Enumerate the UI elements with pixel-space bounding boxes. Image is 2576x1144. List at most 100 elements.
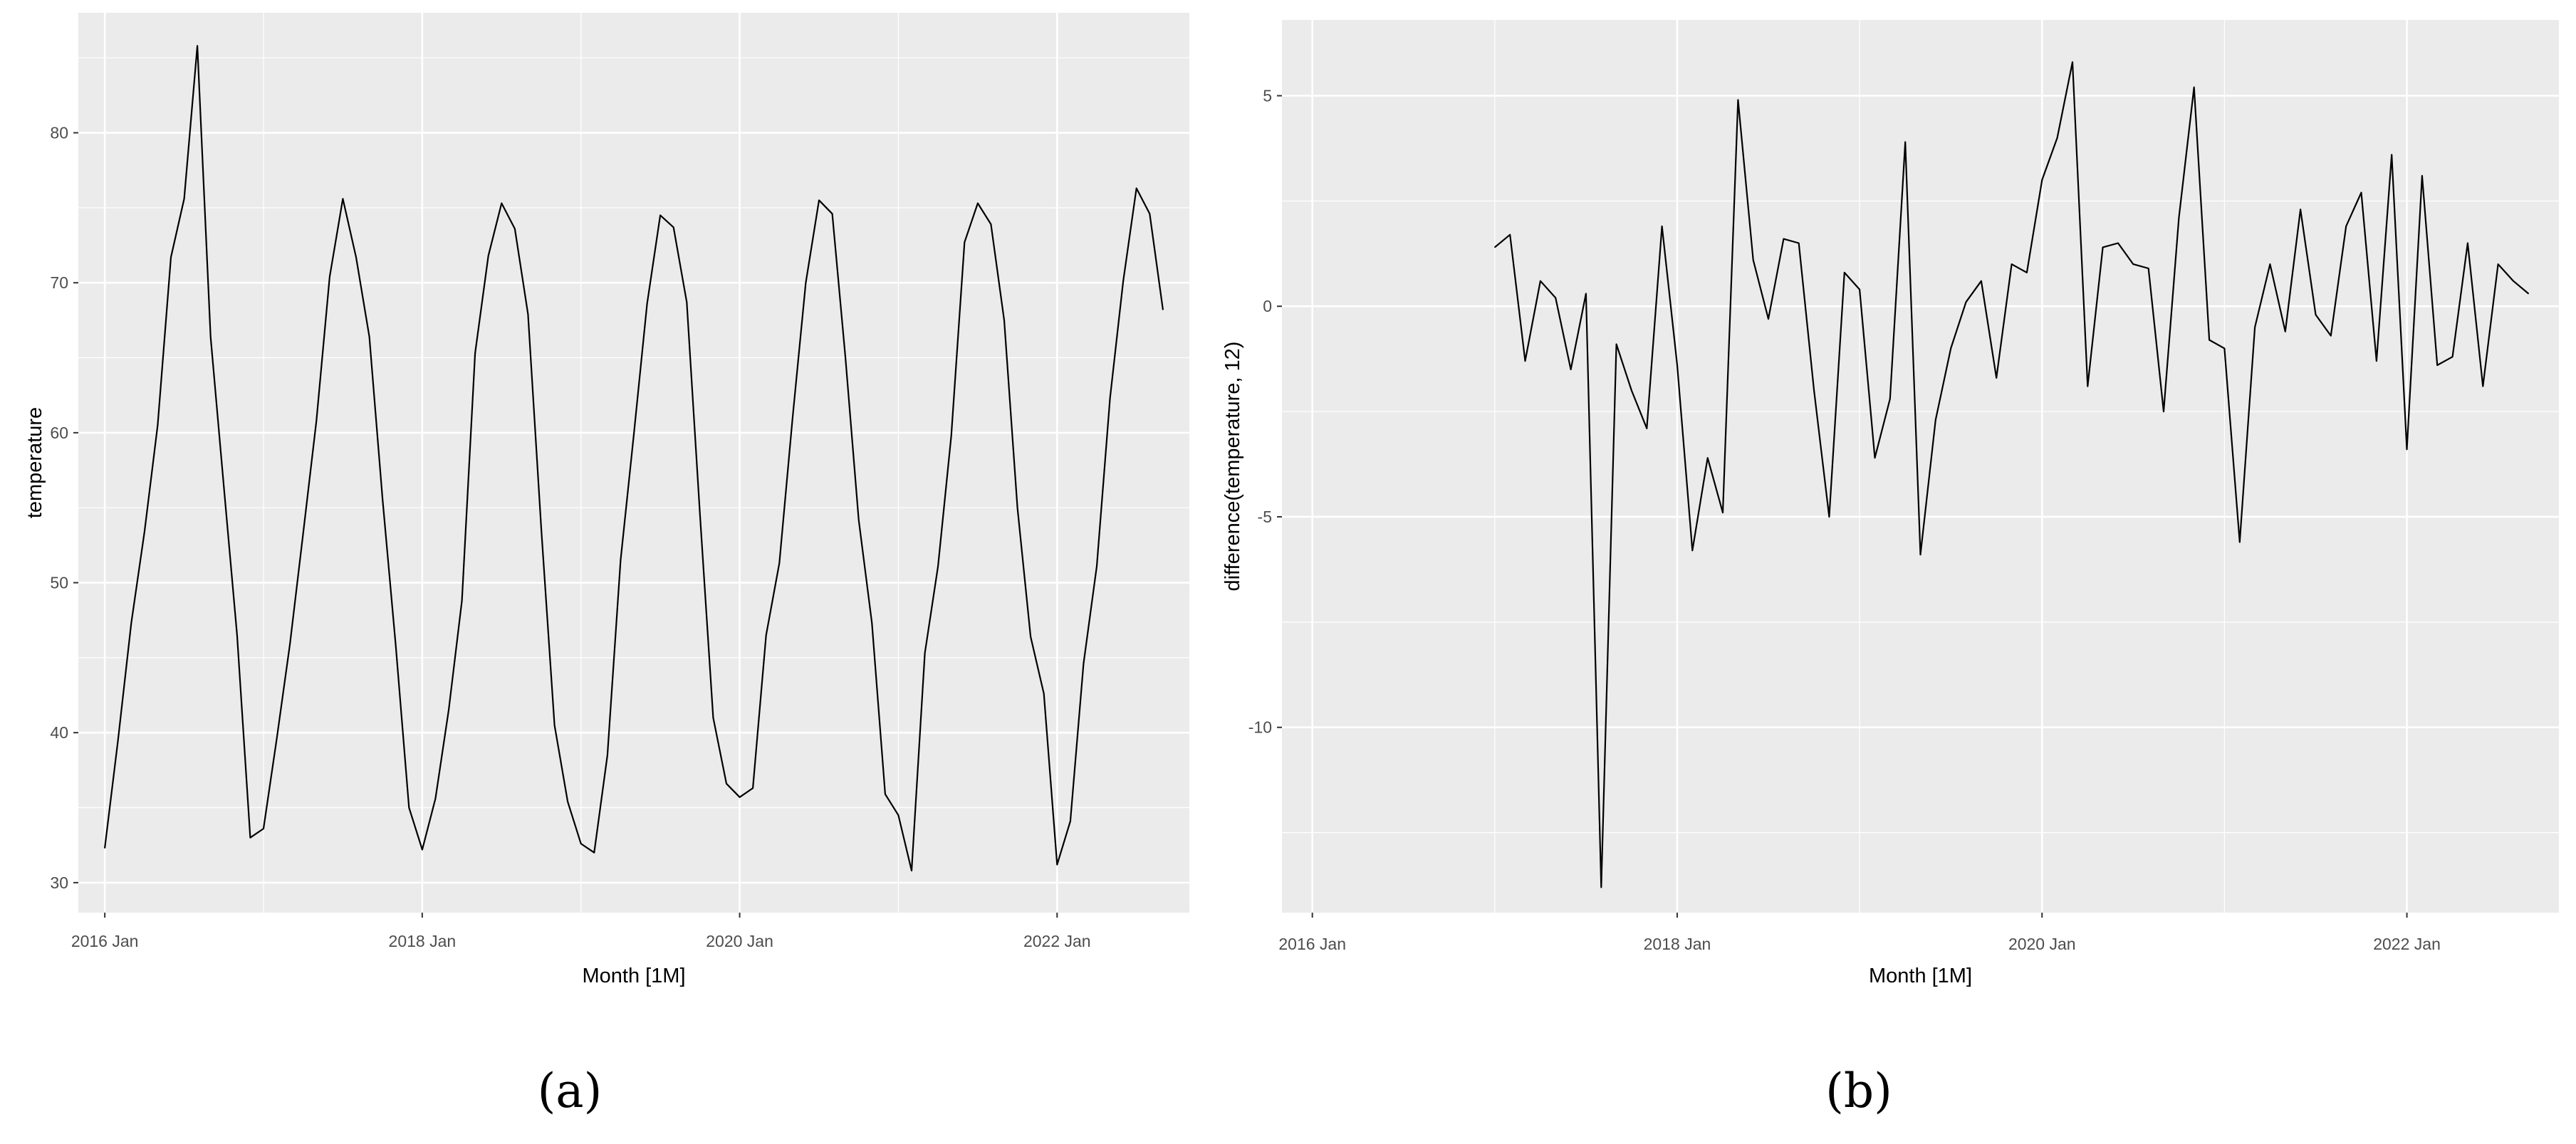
y-tick-label: 50: [50, 574, 68, 592]
data-point: [276, 738, 278, 740]
data-point: [1509, 234, 1511, 236]
x-tick-label: 2020 Jan: [706, 932, 773, 950]
gridlines-b: [1282, 20, 2559, 913]
data-point: [818, 199, 820, 201]
y-tick-label: 30: [50, 873, 68, 892]
data-point: [977, 202, 979, 204]
data-point: [2421, 175, 2423, 177]
data-point: [1494, 246, 1496, 248]
data-point: [1783, 238, 1784, 240]
data-point: [897, 814, 899, 816]
data-point: [1828, 516, 1830, 518]
x-tick-label: 2016 Jan: [1278, 935, 1346, 953]
data-point: [2041, 179, 2043, 181]
x-tick-label: 2018 Jan: [1644, 935, 1711, 953]
data-point: [2330, 335, 2332, 337]
data-point: [2132, 263, 2134, 265]
data-point: [355, 256, 357, 258]
data-point: [2406, 448, 2408, 450]
data-point: [2360, 191, 2362, 194]
data-point: [1136, 187, 1137, 189]
data-point: [2300, 209, 2301, 210]
data-point: [434, 798, 437, 799]
x-tick-label: 2018 Jan: [389, 932, 457, 950]
data-point: [964, 241, 965, 243]
data-point: [382, 498, 383, 500]
data-point: [2026, 272, 2028, 273]
data-point: [659, 214, 661, 216]
x-axis-title-a: Month [1M]: [582, 965, 685, 987]
data-point: [369, 336, 370, 337]
data-point: [1631, 389, 1632, 392]
y-tick-label: 60: [50, 424, 68, 442]
x-tick-label: 2022 Jan: [1023, 932, 1091, 950]
data-point: [130, 622, 132, 624]
y-tick-label: 80: [50, 124, 68, 142]
series-points-a: [104, 45, 1164, 871]
data-point: [408, 807, 410, 809]
data-point: [1616, 343, 1617, 345]
data-point: [937, 565, 939, 567]
data-point: [1043, 693, 1045, 695]
chart-panel-a: 30 40 50 60 70 80 2016 Jan 2018 Jan 2020 Jan 2022…: [24, 13, 1189, 1118]
data-point: [2163, 411, 2164, 412]
data-point: [1096, 565, 1097, 567]
data-point: [1056, 864, 1058, 866]
data-point: [170, 256, 172, 258]
data-point: [263, 828, 264, 829]
data-point: [792, 417, 793, 419]
y-axis-title-a: temperature: [24, 407, 46, 518]
data-point: [2102, 246, 2104, 248]
y-tick-label: 5: [1263, 86, 1272, 105]
data-point: [1935, 419, 1936, 421]
data-point: [249, 837, 251, 839]
data-point: [924, 652, 926, 654]
data-point: [1600, 886, 1602, 888]
plot-background-b: [1282, 20, 2559, 913]
data-point: [1996, 377, 1997, 379]
data-point: [1585, 293, 1587, 295]
data-point: [395, 645, 397, 646]
data-point: [236, 634, 238, 636]
data-point: [911, 870, 912, 871]
x-tick-label: 2022 Jan: [2373, 935, 2441, 953]
y-tick-label: 70: [50, 273, 68, 292]
data-point: [329, 276, 330, 278]
panel-caption-b: (b): [1825, 1064, 1892, 1118]
data-point: [1691, 550, 1693, 551]
data-point: [316, 420, 317, 421]
data-point: [157, 424, 158, 426]
x-tick-label: 2016 Jan: [71, 932, 139, 950]
x-axis-title-b: Month [1M]: [1869, 965, 1972, 987]
data-point: [1122, 280, 1124, 282]
data-point: [845, 357, 846, 359]
data-point: [1524, 360, 1526, 362]
data-point: [144, 531, 145, 532]
y-axis-title-b: difference(temperature, 12): [1221, 342, 1244, 592]
data-point: [2223, 347, 2225, 349]
data-point: [673, 226, 674, 228]
y-tick-label: -10: [1248, 718, 1272, 737]
data-point: [474, 352, 476, 354]
series-points-b: [1494, 61, 2529, 888]
data-point: [2528, 293, 2529, 295]
y-tick-label: 0: [1263, 297, 1272, 315]
data-point: [210, 336, 212, 337]
panel-caption-a: (a): [538, 1064, 603, 1118]
x-tick-label: 2020 Jan: [2008, 935, 2076, 953]
data-point: [1813, 389, 1815, 392]
axis-ticks-a: 30 40 50 60 70 80 2016 Jan 2018 Jan 2020 Jan 2022…: [50, 124, 1090, 950]
data-point: [1083, 663, 1084, 664]
data-point: [778, 562, 780, 564]
plot-background-a: [78, 13, 1189, 913]
data-point: [2087, 386, 2088, 387]
data-point: [2011, 263, 2013, 265]
y-tick-label: -5: [1258, 508, 1272, 526]
data-point: [2057, 137, 2058, 139]
axis-ticks-b: -10 -5 0 5 2016 Jan 2018 Jan 2020 Jan 2022 Jan: [1248, 86, 2441, 953]
data-point: [501, 202, 502, 204]
data-point: [2376, 360, 2377, 362]
data-point: [593, 852, 595, 854]
